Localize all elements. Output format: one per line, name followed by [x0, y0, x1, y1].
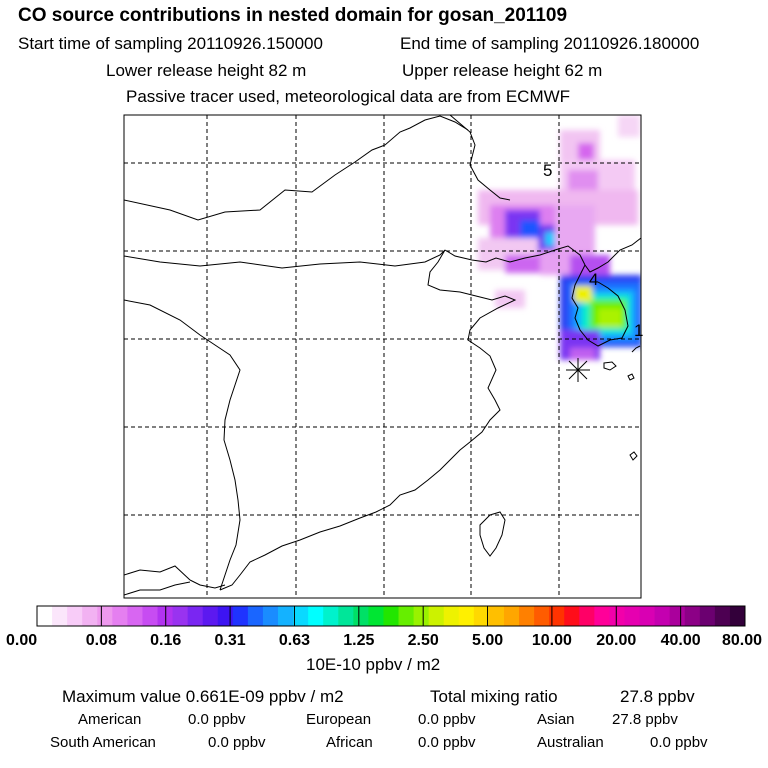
colorbar-cell [669, 606, 686, 626]
south-american-label: South American [50, 734, 156, 751]
colorbar-tick-label: 5.00 [472, 632, 503, 649]
total-mixing-label: Total mixing ratio [430, 687, 558, 706]
colorbar-cell [217, 606, 234, 626]
colorbar-tick-label: 0.31 [215, 632, 246, 649]
day-label-1: 1 [634, 321, 643, 340]
colorbar-cell [488, 606, 505, 626]
map-frame [123, 114, 642, 599]
african-value: 0.0 ppbv [418, 734, 476, 751]
colorbar-cell [278, 606, 294, 626]
colorbar-cell [142, 606, 159, 626]
colorbar-cell [729, 606, 746, 626]
colorbar-cell [247, 606, 264, 626]
colorbar-tick-label: 0.63 [279, 632, 310, 649]
colorbar-tick-label: 2.50 [408, 632, 439, 649]
graticule [124, 115, 641, 598]
colorbar-tick-label: 10.00 [532, 632, 572, 649]
colorbar-cell [353, 606, 369, 626]
colorbar-cell [609, 606, 625, 626]
total-mixing-value: 27.8 ppbv [620, 687, 695, 706]
colorbar-cell [323, 606, 339, 626]
colorbar-cell [624, 606, 641, 626]
colorbar-cell [187, 606, 204, 626]
colorbar-cell [293, 606, 309, 626]
colorbar-cell [262, 606, 279, 626]
receptor-star-icon [566, 358, 590, 382]
colorbar-cell [112, 606, 128, 626]
australian-value: 0.0 ppbv [650, 734, 708, 751]
colorbar-cell [202, 606, 219, 626]
colorbar-cell [413, 606, 430, 626]
colorbar-cell [82, 606, 98, 626]
european-label: European [306, 711, 372, 728]
colorbar-cell [383, 606, 400, 626]
start-time-label: Start time of sampling 20110926.150000 [18, 34, 323, 53]
colorbar-tick-label: 80.00 [722, 632, 762, 649]
plot-title: CO source contributions in nested domain… [18, 5, 568, 26]
colorbar-tick-label: 20.00 [596, 632, 636, 649]
colorbar-cell [338, 606, 354, 626]
american-label: American [78, 711, 142, 728]
colorbar-cell [172, 606, 189, 626]
european-value: 0.0 ppbv [418, 711, 476, 728]
colorbar-cell [503, 606, 520, 626]
colorbar-cell [458, 606, 475, 626]
colorbar-tick-label: 0.16 [150, 632, 181, 649]
lower-release-height: Lower release height 82 m [106, 61, 307, 80]
colorbar-cell [684, 606, 701, 626]
colorbar-cell [549, 606, 565, 626]
colorbar-cell [37, 606, 53, 626]
african-label: African [326, 734, 373, 751]
colorbar-cell [519, 606, 535, 626]
colorbar-cell [308, 606, 324, 626]
day-label-5: 5 [543, 161, 552, 180]
colorbar-cell [67, 606, 83, 626]
colorbar-cell [428, 606, 445, 626]
colorbar-cell [654, 606, 671, 626]
colorbar-cell [368, 606, 384, 626]
tracer-note: Passive tracer used, meteorological data… [126, 87, 571, 106]
colorbar-cell [443, 606, 460, 626]
colorbar-cell [398, 606, 415, 626]
day-label-4: 4 [589, 270, 598, 289]
colorbar-cell [714, 606, 731, 626]
colorbar-cell [594, 606, 610, 626]
end-time-label: End time of sampling 20110926.180000 [400, 34, 700, 53]
colorbar-cell [127, 606, 143, 626]
coastlines [124, 115, 641, 596]
colorbar-cell [97, 606, 113, 626]
max-value-label: Maximum value 0.661E-09 ppbv / m2 [62, 687, 344, 706]
australian-label: Australian [537, 734, 604, 751]
upper-release-height: Upper release height 62 m [402, 61, 603, 80]
colorbar-tick-label: 0.08 [86, 632, 117, 649]
colorbar-cell [52, 606, 68, 626]
concentration-plume [478, 115, 641, 360]
colorbar-cell [564, 606, 580, 626]
colorbar-cell [473, 606, 490, 626]
colorbar-cell [232, 606, 249, 626]
colorbar-tick-label: 1.25 [343, 632, 374, 649]
colorbar-cell [579, 606, 595, 626]
colorbar-cell [534, 606, 550, 626]
colorbar-tick-label: 0.00 [6, 632, 37, 649]
american-value: 0.0 ppbv [188, 711, 246, 728]
asian-label: Asian [537, 711, 575, 728]
colorbar-cell [639, 606, 656, 626]
colorbar-tick-label: 40.00 [661, 632, 701, 649]
asian-value: 27.8 ppbv [612, 711, 678, 728]
colorbar-cell [699, 606, 716, 626]
colorbar-unit-label: 10E-10 ppbv / m2 [306, 655, 441, 674]
south-american-value: 0.0 ppbv [208, 734, 266, 751]
